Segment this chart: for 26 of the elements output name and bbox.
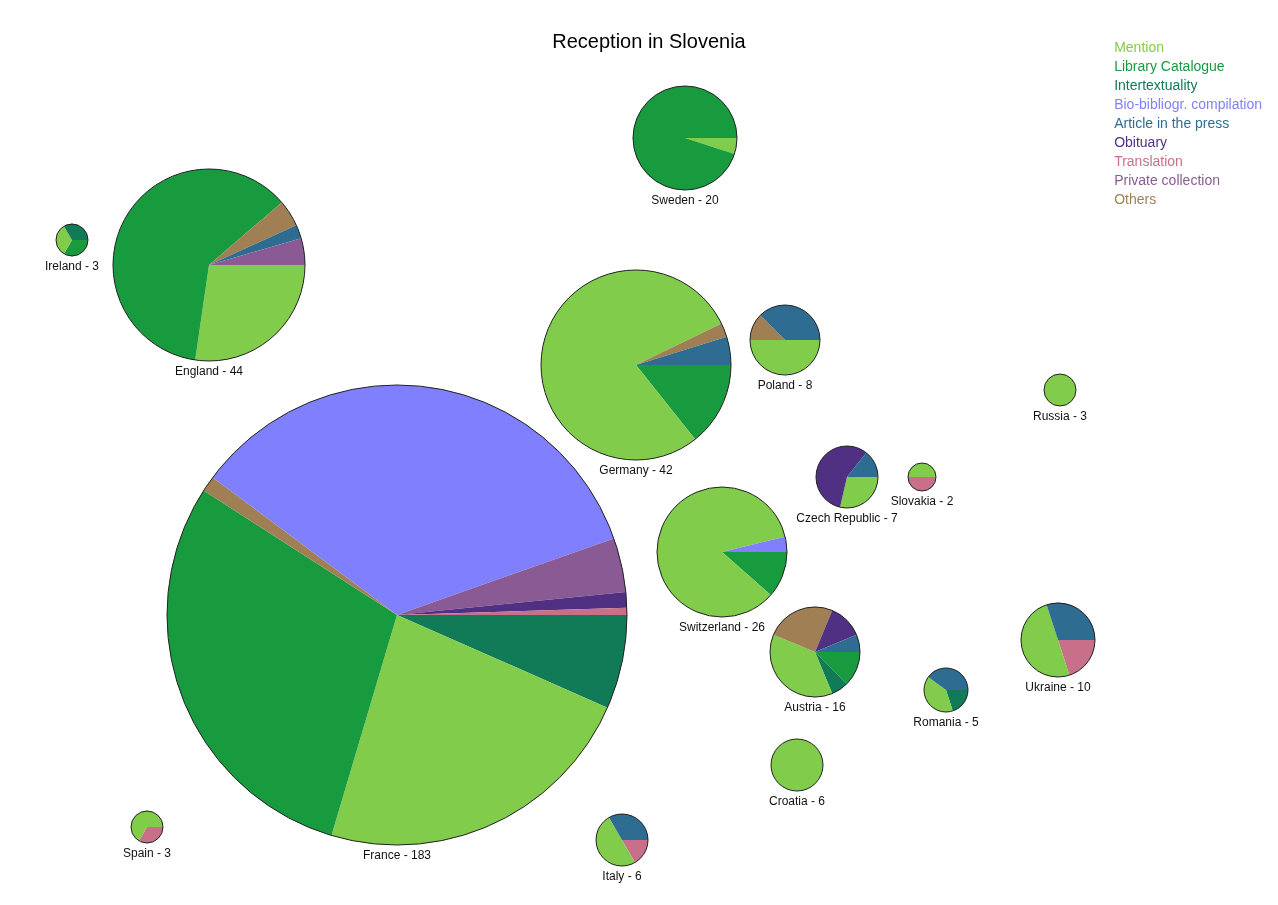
text: Reception in Slovenia [552,30,746,52]
category-label: Mention [1114,38,1165,57]
text: Slovakia - 2 [889,493,955,509]
category-label: Obituary [1114,133,1169,152]
text: Czech Republic - 7 [795,510,899,526]
category-label: Library Catalogue [1114,57,1226,76]
text: England - 44 [173,363,245,379]
text: Ukraine - 10 [1024,679,1092,695]
text: Sweden - 20 [650,192,720,208]
category-label: Article in the press [1114,114,1231,133]
category-label: Private collection [1114,171,1221,190]
text: Spain - 3 [122,845,172,861]
category-label: Others [1114,190,1158,209]
text: Germany - 42 [598,462,674,478]
text: Italy - 6 [601,868,643,884]
category-label: Translation [1114,152,1184,171]
text: Russia - 3 [1032,408,1088,424]
text: Croatia - 6 [768,793,826,809]
text: Austria - 16 [783,699,847,715]
category-label: Bio-bibliogr. compilation [1114,95,1262,114]
text: Poland - 8 [756,377,814,393]
text: Romania - 5 [912,714,980,730]
text: France - 183 [361,847,432,863]
text: Switzerland - 26 [677,619,766,635]
category-label: Intertextuality [1114,76,1199,95]
text: Ireland - 3 [44,258,100,274]
